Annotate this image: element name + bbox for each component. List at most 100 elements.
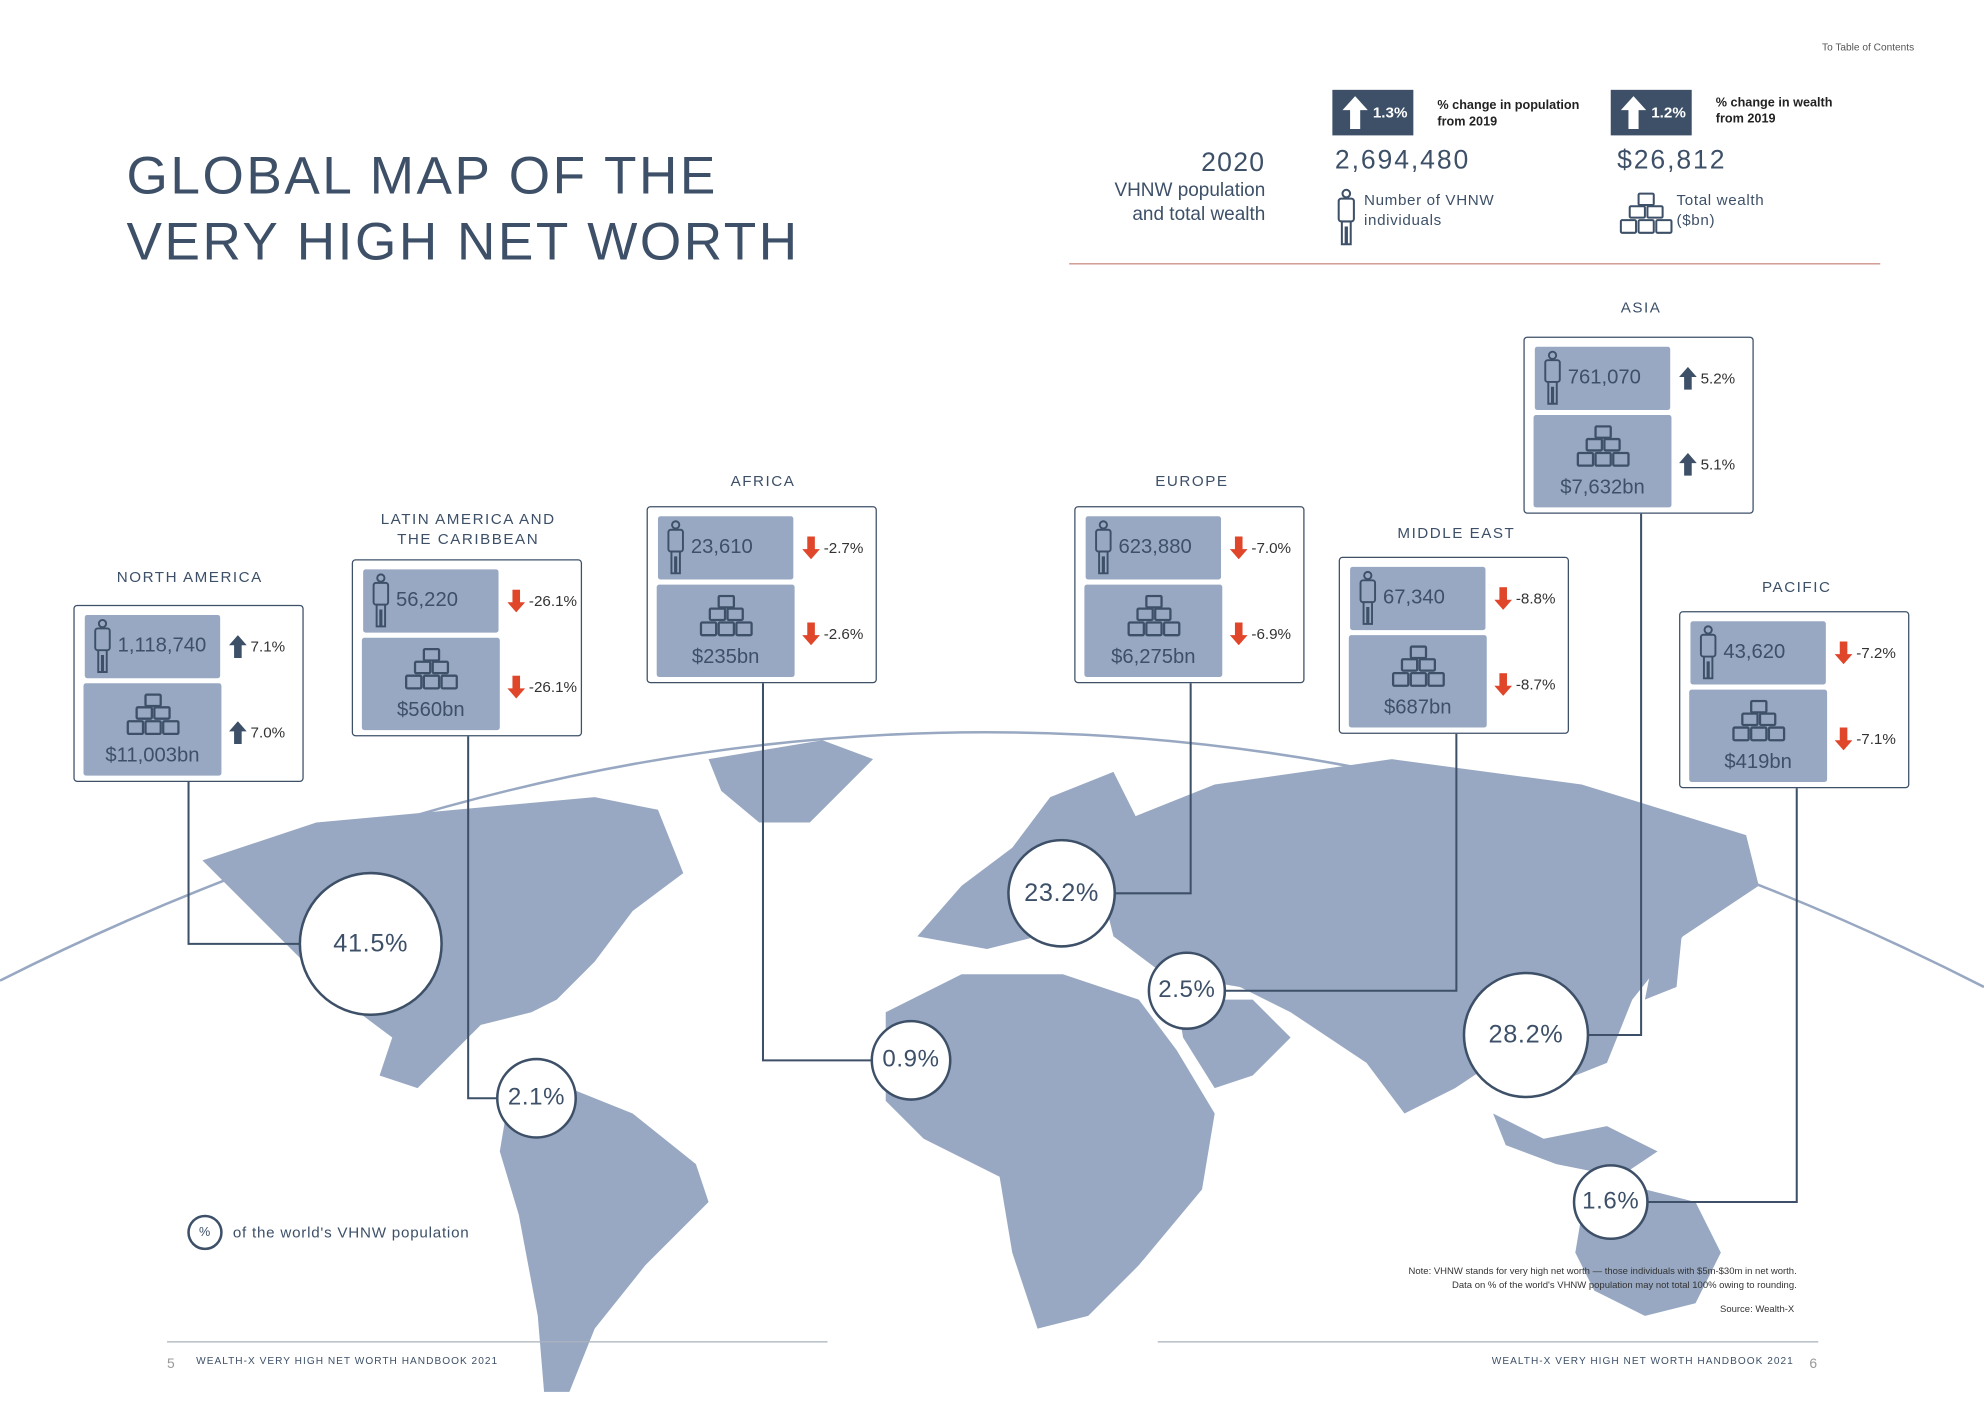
wealth-panel: $235bn [656, 584, 795, 677]
wealth-total: $26,812 [1617, 145, 1727, 175]
population-change-value: 1.3% [1372, 103, 1408, 122]
region-share: 0.9% [882, 1046, 940, 1073]
wealth-change-label: % change in wealth from 2019 [1716, 95, 1833, 128]
legend-label: of the world's VHNW population [232, 1223, 470, 1242]
wealth-change-value: 5.1% [1700, 455, 1736, 474]
wealth-change-value: 1.2% [1651, 103, 1686, 122]
region-wealth: $235bn [691, 646, 760, 669]
arrow-down-icon [1834, 641, 1853, 665]
arrow-down-icon [1229, 622, 1248, 646]
arrow-up-icon [1620, 96, 1647, 130]
wealth-desc-1: Total wealth [1676, 191, 1765, 209]
summary-subtitle: VHNW population and total wealth [1038, 178, 1266, 226]
wealth-change: -2.6% [802, 622, 863, 646]
wealth-change: -6.9% [1229, 622, 1292, 646]
wealth-change-value: -26.1% [528, 678, 578, 696]
footer-title-left: WEALTH-X VERY HIGH NET WORTH HANDBOOK 20… [196, 1355, 499, 1367]
population-change-label: % change in population from 2019 [1437, 97, 1579, 130]
footer-rule-left [167, 1341, 828, 1343]
population-change-label-2: from 2019 [1437, 115, 1498, 130]
footer-title-right: WEALTH-X VERY HIGH NET WORTH HANDBOOK 20… [1491, 1355, 1794, 1367]
north-america-landmass [202, 797, 684, 1089]
japan-landmass [1644, 923, 1683, 1000]
region-share: 28.2% [1488, 1020, 1564, 1049]
region-share: 41.5% [333, 929, 409, 958]
summary-subtitle-line-2: and total wealth [1132, 203, 1266, 226]
wealth-change-label-1: % change in wealth [1715, 96, 1833, 111]
arrow-down-icon [1494, 587, 1513, 610]
source-note: Source: Wealth-X [1720, 1303, 1795, 1315]
region-population: 56,220 [396, 589, 458, 612]
population-change-value: 5.2% [1700, 369, 1736, 388]
person-icon [667, 520, 684, 575]
population-panel: 623,880 [1085, 516, 1222, 580]
region-population: 43,620 [1723, 641, 1786, 664]
person-icon [94, 618, 111, 673]
region-name-line-2: THE CARIBBEAN [397, 530, 540, 548]
population-change-label-1: % change in population [1437, 98, 1580, 113]
wealth-desc-2: ($bn) [1676, 211, 1716, 230]
page-title: GLOBAL MAP OF THE VERY HIGH NET WORTH [127, 143, 800, 275]
legend: % of the world's VHNW population [187, 1214, 470, 1251]
continents [202, 740, 1759, 1392]
footnote-line-1: Note: VHNW stands for very high net wort… [1408, 1265, 1797, 1277]
population-change: 7.1% [229, 635, 285, 658]
wealth-change-value: -7.1% [1856, 730, 1896, 748]
africa-landmass [885, 974, 1215, 1329]
population-change-value: -26.1% [528, 592, 578, 610]
region-wealth: $419bn [1724, 751, 1792, 774]
population-change-value: -7.2% [1856, 644, 1896, 662]
share-circle-latin-america-and: 2.1% [496, 1057, 577, 1139]
gold-bars-icon [404, 647, 458, 690]
population-change-value: -7.0% [1251, 539, 1292, 557]
person-icon [1337, 188, 1355, 246]
gold-bars-icon [1731, 699, 1785, 742]
population-panel: 23,610 [657, 516, 794, 580]
population-change-value: -8.8% [1515, 589, 1556, 608]
wealth-change-value: -6.9% [1251, 625, 1292, 643]
arrow-up-icon [229, 721, 247, 745]
wealth-change-value: 7.0% [250, 723, 286, 742]
wealth-panel: $7,632bn [1533, 415, 1672, 508]
share-circle-europe: 23.2% [1007, 838, 1117, 948]
wealth-panel: $11,003bn [83, 683, 222, 776]
footnote-line-2: Data on % of the world's VHNW population… [1452, 1279, 1797, 1291]
arrow-down-icon [802, 622, 820, 646]
population-description: Number of VHNW individuals [1364, 190, 1494, 230]
title-line-2: VERY HIGH NET WORTH [126, 211, 800, 271]
summary-subtitle-line-1: VHNW population [1114, 179, 1266, 202]
region-name: EUROPE [1155, 471, 1229, 490]
gold-bars-icon [1126, 594, 1180, 637]
wealth-change-badge: 1.2% [1610, 89, 1692, 136]
southeast-asia-islands [1493, 1113, 1658, 1177]
region-title-africa: AFRICA [636, 471, 889, 491]
arrow-up-icon [1679, 366, 1697, 390]
wealth-change-value: -8.7% [1515, 675, 1556, 694]
region-title-latin-america-and: LATIN AMERICA AND THE CARIBBEAN [342, 509, 595, 549]
table-of-contents-link[interactable]: To Table of Contents [1822, 41, 1915, 54]
region-title-asia: ASIA [1515, 297, 1768, 317]
wealth-change: 5.1% [1679, 452, 1736, 476]
gold-bars-icon [699, 594, 753, 637]
region-card-africa: 23,610 -2.7% $235bn -2.6% [646, 506, 877, 684]
population-change: -8.8% [1494, 587, 1556, 610]
summary-year: 2020 [1201, 148, 1266, 178]
connector-line [761, 683, 912, 1062]
region-population: 67,340 [1382, 587, 1445, 609]
arrow-up-icon [229, 635, 247, 658]
population-panel: 43,620 [1690, 621, 1826, 685]
south-america-landmass [499, 1088, 709, 1392]
region-wealth: $7,632bn [1560, 477, 1645, 499]
page-number-left: 5 [167, 1356, 175, 1372]
region-card-north-america: 1,118,740 7.1% $11,003bn 7.0% [73, 604, 304, 782]
population-change-value: 7.1% [250, 637, 286, 656]
wealth-panel: $6,275bn [1084, 584, 1223, 677]
gold-bars-icon [1619, 192, 1673, 234]
region-wealth: $687bn [1383, 697, 1452, 719]
region-name: MIDDLE EAST [1397, 523, 1516, 542]
arrow-up-icon [1679, 452, 1697, 476]
asia-landmass [1088, 759, 1759, 1114]
page-number-right: 6 [1809, 1356, 1818, 1372]
population-change: -26.1% [507, 589, 578, 613]
population-total: 2,694,480 [1334, 145, 1471, 175]
